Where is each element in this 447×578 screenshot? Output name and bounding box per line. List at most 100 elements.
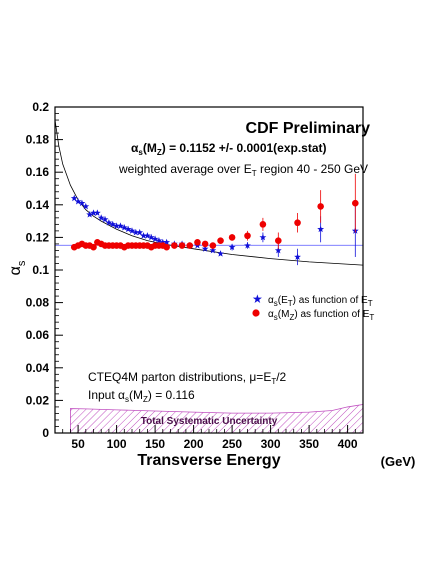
star-point xyxy=(93,209,101,216)
circle-point xyxy=(201,240,209,248)
plot-frame xyxy=(54,106,364,434)
result-value: = 0.1152 +/- 0.0001(exp.stat) xyxy=(169,141,326,155)
x-tick-label: 100 xyxy=(107,437,127,451)
circle-point xyxy=(194,238,201,246)
star-point xyxy=(317,225,325,233)
star-point xyxy=(86,210,94,218)
input-annotation: Input αs(MZ) = 0.116 xyxy=(88,388,195,404)
circle-point xyxy=(317,203,324,210)
star-point xyxy=(132,228,140,236)
circle-point xyxy=(178,242,186,249)
systematic-label: Total Systematic Uncertainty xyxy=(141,416,278,427)
input-value: = 0.116 xyxy=(152,388,195,402)
star-point xyxy=(140,232,147,239)
chart-title: CDF Preliminary xyxy=(246,120,371,137)
circle-point xyxy=(259,221,267,228)
systematic-band xyxy=(70,404,364,434)
x-axis-unit: (GeV) xyxy=(381,454,416,469)
input-label: Input α xyxy=(88,388,125,402)
star-point xyxy=(128,227,136,234)
star-point xyxy=(117,222,124,229)
star-point xyxy=(136,228,144,236)
y-tick-label: 0.1 xyxy=(32,263,49,277)
star-point xyxy=(101,215,109,223)
star-point xyxy=(244,241,251,249)
y-axis-ticks: 0 0.02 0.04 0.06 0.08 0.1 0.12 0.14 0.16 0.18 0.2 xyxy=(26,100,63,440)
star-point xyxy=(155,237,163,244)
circle-point xyxy=(90,243,97,251)
star-point xyxy=(159,238,167,246)
x-axis-ticks: 50 100 150 200 250 300 350 400 xyxy=(62,425,358,451)
star-point xyxy=(209,246,217,254)
star-point xyxy=(259,233,267,241)
star-point xyxy=(82,202,90,210)
weighted-average-text: weighted average over ET region 40 - 250… xyxy=(118,162,368,178)
star-point xyxy=(124,225,132,233)
star-point xyxy=(109,220,117,228)
y-tick-label: 0.06 xyxy=(26,328,50,342)
circle-point xyxy=(228,234,236,241)
star-point xyxy=(201,245,209,252)
result-line: αs(MZ) = 0.1152 +/- 0.0001(exp.stat) xyxy=(131,141,327,157)
y-axis-subscript: s xyxy=(16,260,28,266)
star-point xyxy=(113,222,121,229)
star-point xyxy=(105,219,113,226)
y-axis-symbol: α xyxy=(7,266,24,275)
star-point xyxy=(74,197,82,205)
star-point xyxy=(217,250,224,257)
star-point xyxy=(151,235,159,242)
circle-point xyxy=(163,243,170,251)
legend-label-et: as function of E xyxy=(299,295,368,306)
circle-point xyxy=(217,237,224,244)
star-point xyxy=(228,243,236,251)
x-tick-label: 400 xyxy=(338,437,358,451)
series-layer xyxy=(70,173,359,266)
y-tick-label: 0.18 xyxy=(26,133,50,147)
star-point xyxy=(97,214,105,221)
circle-point xyxy=(275,237,282,244)
circle-point xyxy=(294,219,301,227)
x-tick-label: 300 xyxy=(261,437,281,451)
cteq-annotation: CTEQ4M parton distributions, μ=ET/2 xyxy=(88,370,287,386)
circle-point xyxy=(209,242,217,249)
star-point xyxy=(78,199,86,207)
x-tick-label: 50 xyxy=(71,437,85,451)
y-tick-label: 0 xyxy=(42,426,49,440)
y-tick-label: 0.12 xyxy=(26,230,50,244)
x-tick-label: 250 xyxy=(222,437,242,451)
legend-marker-circle xyxy=(252,309,260,317)
legend-marker-star: ★ xyxy=(252,292,263,306)
legend-label-mz: as function of E xyxy=(300,309,369,320)
weighted-average-label: weighted average over E xyxy=(118,162,252,176)
star-point xyxy=(274,246,282,254)
y-tick-label: 0.14 xyxy=(26,198,50,212)
circle-point xyxy=(244,232,251,240)
star-point xyxy=(70,194,78,202)
y-tick-label: 0.2 xyxy=(32,100,49,114)
y-tick-label: 0.04 xyxy=(26,361,50,375)
legend-entry-et: αs(ET) as function of ET xyxy=(268,295,373,308)
legend: ★ αs(ET) as function of ET αs(MZ) as fun… xyxy=(252,292,374,322)
systematic-band-layer xyxy=(70,404,364,434)
star-point xyxy=(294,253,301,260)
cteq-label: CTEQ4M parton distributions, μ=E xyxy=(88,370,271,384)
circle-point xyxy=(352,199,359,207)
cteq-tail: /2 xyxy=(276,370,286,384)
x-tick-label: 350 xyxy=(299,437,319,451)
y-tick-label: 0.08 xyxy=(26,296,50,310)
star-point xyxy=(120,224,128,231)
x-axis-title: Transverse Energy xyxy=(137,452,280,469)
circle-point xyxy=(171,242,178,249)
y-axis-title: αs xyxy=(7,260,28,275)
star-point xyxy=(90,209,97,216)
y-tick-label: 0.02 xyxy=(26,393,50,407)
theory-curve xyxy=(54,119,364,266)
weighted-average-region: region 40 - 250 GeV xyxy=(257,162,368,176)
y-tick-label: 0.16 xyxy=(26,165,50,179)
x-tick-label: 150 xyxy=(145,437,165,451)
x-tick-label: 200 xyxy=(184,437,204,451)
star-point xyxy=(143,232,151,239)
star-point xyxy=(147,233,155,241)
star-point xyxy=(163,238,171,246)
